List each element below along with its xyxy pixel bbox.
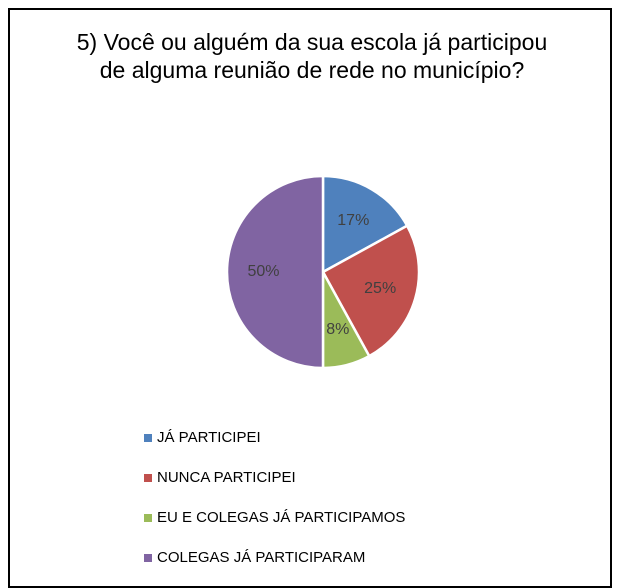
- legend-swatch: [144, 474, 152, 482]
- legend-swatch: [144, 554, 152, 562]
- pie-slice: [321, 174, 409, 275]
- chart-title: 5) Você ou alguém da sua escola já parti…: [76, 29, 548, 83]
- legend-swatch: [144, 434, 152, 442]
- data-label: 17%: [337, 212, 369, 229]
- legend-label: NUNCA PARTICIPEI: [157, 469, 296, 486]
- data-label: 8%: [326, 321, 349, 338]
- legend-swatch: [144, 514, 152, 522]
- legend-label: COLEGAS JÁ PARTICIPARAM: [157, 549, 365, 566]
- data-label: 25%: [364, 280, 396, 297]
- legend-label: EU E COLEGAS JÁ PARTICIPAMOS: [157, 509, 405, 526]
- pie-slice: [225, 174, 325, 370]
- data-label: 50%: [247, 263, 279, 280]
- pie-slice: [321, 224, 421, 358]
- legend-label: JÁ PARTICIPEI: [157, 429, 261, 446]
